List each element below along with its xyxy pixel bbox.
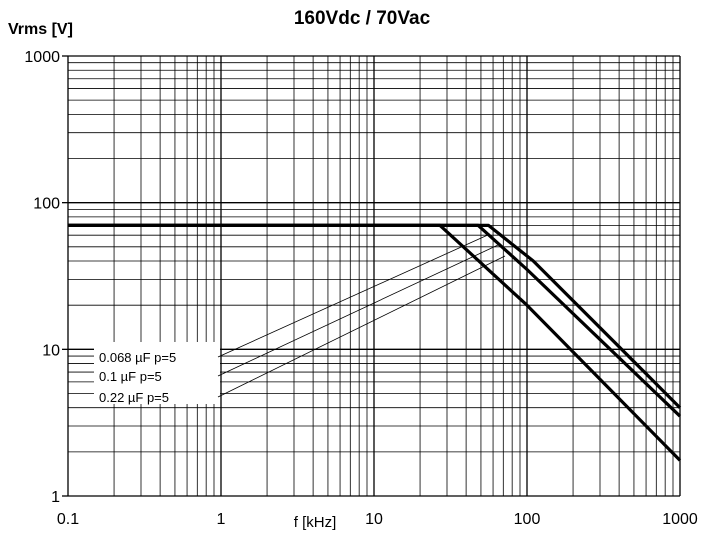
legend-entry-022uf: 0.22 µF p=5 [99, 390, 169, 405]
legend: 0.068 µF p=5 0.1 µF p=5 0.22 µF p=5 [94, 342, 220, 405]
legend-background [94, 342, 220, 404]
series-line-2 [68, 223, 682, 462]
legend-leader-lines [217, 233, 506, 398]
tick-labels: 0.1 1 10 100 1000 1 10 100 1000 [24, 49, 697, 528]
legend-leader-0 [217, 233, 491, 358]
x-tick-label: 1000 [662, 511, 698, 528]
y-axis-label: Vrms [V] [8, 21, 73, 38]
y-tick-label: 1 [51, 489, 60, 506]
x-tick-label: 0.1 [57, 511, 79, 528]
x-tick-label: 10 [365, 511, 383, 528]
legend-entry-0068uf: 0.068 µF p=5 [99, 350, 176, 365]
chart-title: 160Vdc / 70Vac [294, 8, 431, 29]
x-axis-label: f [kHz] [294, 514, 337, 531]
legend-leader-2 [217, 255, 506, 398]
y-tick-label: 100 [33, 196, 60, 213]
y-tick-label: 10 [42, 342, 60, 359]
legend-leader-1 [217, 244, 499, 377]
legend-entry-01uf: 0.1 µF p=5 [99, 369, 162, 384]
x-tick-label: 1 [217, 511, 226, 528]
y-tick-label: 1000 [24, 49, 60, 66]
x-tick-label: 100 [514, 511, 541, 528]
grid [62, 55, 681, 497]
series-lines [68, 223, 682, 462]
